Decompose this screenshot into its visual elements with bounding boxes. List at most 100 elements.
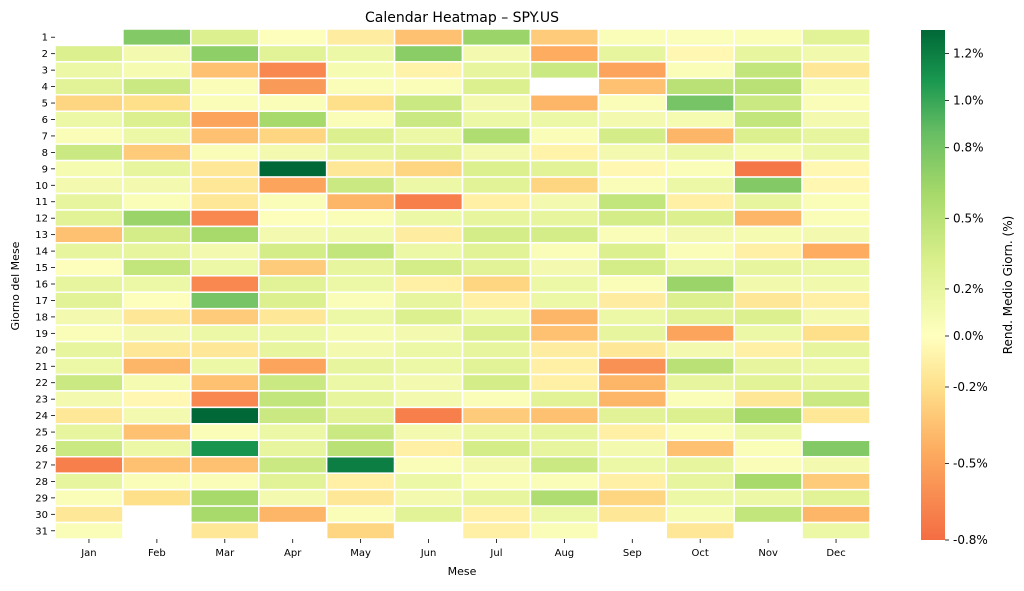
heatmap-cell <box>529 225 600 244</box>
heatmap-cell <box>190 44 260 63</box>
y-tick-label: 19 <box>35 329 48 340</box>
heatmap-cell <box>597 505 668 524</box>
heatmap-cell <box>54 291 124 310</box>
heatmap-cell <box>529 61 600 80</box>
heatmap-cell <box>190 390 260 409</box>
heatmap-cell <box>665 357 735 376</box>
heatmap-cell <box>258 406 328 425</box>
heatmap-cell <box>54 225 124 244</box>
heatmap-cell <box>529 94 600 113</box>
heatmap-cell <box>190 505 260 524</box>
heatmap-cell <box>393 406 464 425</box>
heatmap-cell <box>393 505 464 524</box>
heatmap-cell <box>801 439 871 458</box>
heatmap-cell <box>529 291 600 310</box>
heatmap-cell <box>801 373 871 392</box>
y-tick-label: 3 <box>42 66 48 77</box>
heatmap-cell <box>801 340 871 359</box>
heatmap-cell <box>529 472 600 491</box>
x-tick-label: Mar <box>215 548 235 559</box>
heatmap-cell <box>258 77 328 96</box>
heatmap-cell <box>325 209 396 228</box>
heatmap-cell <box>393 488 464 507</box>
heatmap-cell <box>122 488 192 507</box>
heatmap-cell <box>665 340 735 359</box>
heatmap-cell <box>258 209 328 228</box>
heatmap-cell <box>122 209 192 228</box>
heatmap-cell <box>54 159 124 178</box>
x-axis-ticks: Jan Feb Mar Apr May Jun Jul Aug Sep Oct Nov Dec <box>80 539 846 559</box>
y-tick-label: 13 <box>35 230 48 241</box>
heatmap-cell <box>190 423 260 442</box>
heatmap-cell <box>190 472 260 491</box>
heatmap-cell <box>393 44 464 63</box>
heatmap-cell <box>597 159 668 178</box>
heatmap-cell <box>393 159 464 178</box>
heatmap-cell <box>258 340 328 359</box>
y-tick-label: 18 <box>35 312 48 323</box>
heatmap-cell <box>461 455 532 474</box>
heatmap-cell <box>461 340 532 359</box>
heatmap-cell <box>733 192 803 211</box>
heatmap-cell <box>801 455 871 474</box>
heatmap-cell <box>801 28 871 47</box>
heatmap-cell <box>801 390 871 409</box>
heatmap-cell <box>54 423 124 442</box>
heatmap-cell <box>325 390 396 409</box>
colorbar-ticks: 1.2% 1.0% 0.8% 0.5% 0.2% 0.0% -0.2% -0.5% -0.8% <box>945 47 988 547</box>
colorbar-tick-label: 1.0% <box>953 94 984 108</box>
heatmap-cell <box>325 176 396 195</box>
heatmap-cell <box>54 143 124 162</box>
heatmap-cell <box>665 291 735 310</box>
heatmap-cell <box>733 423 803 442</box>
heatmap-cell <box>597 390 668 409</box>
heatmap-cell <box>733 324 803 343</box>
heatmap-cell <box>461 275 532 293</box>
heatmap-cell <box>529 143 600 162</box>
heatmap-cell <box>393 472 464 491</box>
heatmap-cell <box>190 94 260 113</box>
heatmap-cell <box>529 423 600 442</box>
heatmap-cell <box>665 275 735 293</box>
heatmap-cell <box>190 488 260 507</box>
heatmap-cell <box>190 110 260 129</box>
colorbar-tick-label: 0.8% <box>953 141 984 155</box>
heatmap-cell <box>393 455 464 474</box>
heatmap-cell <box>733 373 803 392</box>
heatmap-cell <box>461 472 532 491</box>
heatmap-cell <box>665 192 735 211</box>
heatmap-cell <box>190 455 260 474</box>
heatmap-cell <box>122 77 192 96</box>
heatmap-cell <box>393 357 464 376</box>
heatmap-cell <box>733 110 803 129</box>
heatmap-cell <box>325 324 396 343</box>
colorbar-tick-label: 0.2% <box>953 282 984 296</box>
heatmap-cell <box>258 110 328 129</box>
heatmap-cell <box>258 324 328 343</box>
heatmap-cell <box>258 275 328 293</box>
heatmap-cell <box>597 406 668 425</box>
heatmap-cell <box>529 406 600 425</box>
heatmap-cell <box>393 373 464 392</box>
heatmap-cell <box>190 126 260 145</box>
heatmap-cell <box>325 242 396 261</box>
heatmap-cell <box>461 126 532 145</box>
heatmap-cell <box>122 126 192 145</box>
heatmap-cell <box>597 225 668 244</box>
heatmap-cell <box>461 176 532 195</box>
heatmap-cell <box>54 406 124 425</box>
heatmap-cell <box>325 126 396 145</box>
heatmap-cell <box>393 209 464 228</box>
heatmap-cell <box>393 423 464 442</box>
heatmap-cell <box>733 209 803 228</box>
heatmap-cell <box>597 192 668 211</box>
heatmap-cell <box>597 357 668 376</box>
heatmap-cell <box>190 521 260 540</box>
heatmap-cell <box>54 242 124 261</box>
heatmap-cell <box>529 521 600 540</box>
heatmap-cell <box>54 357 124 376</box>
heatmap-cell <box>54 94 124 113</box>
heatmap-cell <box>325 406 396 425</box>
